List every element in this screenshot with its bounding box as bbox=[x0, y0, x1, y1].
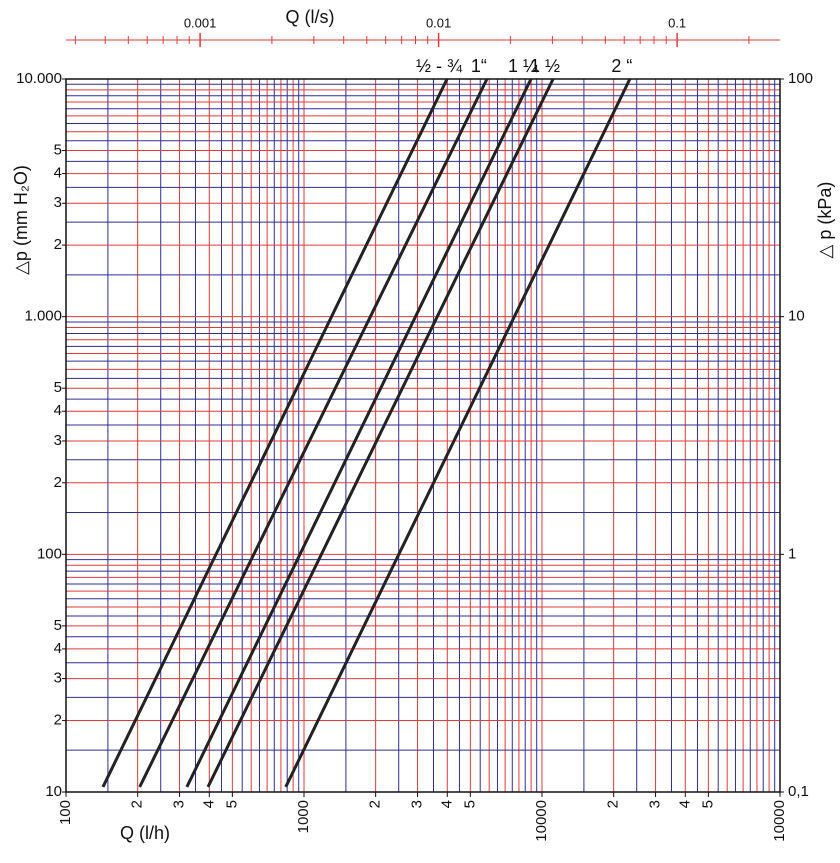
y-tick-label: 5 bbox=[54, 142, 62, 159]
y-tick-label: 2 bbox=[54, 711, 62, 728]
series-line bbox=[284, 78, 632, 788]
x-tick-label: 2 bbox=[367, 800, 384, 808]
y2-tick-label: 0,1 bbox=[788, 783, 809, 800]
x-tick-label: 1000 bbox=[295, 800, 312, 833]
series-line bbox=[101, 78, 449, 788]
x-tick-label: 5 bbox=[223, 800, 240, 808]
y-tick-label: 3 bbox=[54, 670, 62, 687]
y-tick-label: 10 bbox=[45, 783, 62, 800]
x2-tick-label: 0.001 bbox=[184, 15, 217, 30]
series-line bbox=[206, 78, 555, 788]
x-tick-label: 4 bbox=[200, 800, 217, 808]
x2-tick-label: 0.01 bbox=[426, 15, 451, 30]
y-tick-label: 4 bbox=[54, 165, 62, 182]
series-label: 1“ bbox=[471, 56, 487, 76]
x-tick-label: 2 bbox=[129, 800, 146, 808]
y-tick-label: 100 bbox=[37, 545, 62, 562]
x-tick-label: 5 bbox=[461, 800, 478, 808]
y-tick-label: 5 bbox=[54, 617, 62, 634]
y-tick-label: 2 bbox=[54, 474, 62, 491]
series-line bbox=[185, 78, 533, 788]
x2-tick-label: 0.1 bbox=[668, 15, 686, 30]
y2-tick-label: 10 bbox=[788, 308, 805, 325]
y-tick-label: 1.000 bbox=[24, 308, 62, 325]
x-tick-label: 3 bbox=[171, 800, 188, 808]
series-label: 1 ¼ bbox=[508, 56, 539, 76]
y-tick-label: 4 bbox=[54, 640, 62, 657]
y2-tick-label: 1 bbox=[788, 545, 796, 562]
x-tick-label: 2 bbox=[605, 800, 622, 808]
x-axis-title: Q (l/h) bbox=[120, 823, 170, 843]
y-tick-label: 2 bbox=[54, 236, 62, 253]
plot-border bbox=[65, 78, 781, 793]
y-tick-label: 3 bbox=[54, 432, 62, 449]
y-tick-label: 4 bbox=[54, 402, 62, 419]
x-tick-label: 3 bbox=[647, 800, 664, 808]
y2-axis-title: △ p (kPa) bbox=[815, 182, 835, 259]
y-axis-title: △p (mm H₂O) bbox=[11, 165, 31, 275]
y-tick-label: 10.000 bbox=[16, 70, 62, 87]
series-label: 1 ½ bbox=[530, 56, 560, 76]
x-tick-label: 3 bbox=[409, 800, 426, 808]
series-label: 2 “ bbox=[611, 56, 632, 76]
x-tick-label: 4 bbox=[676, 800, 693, 808]
x-tick-label: 4 bbox=[438, 800, 455, 808]
x-tick-label: 5 bbox=[699, 800, 716, 808]
series-label: ½ - ¾ bbox=[416, 56, 463, 76]
x-tick-label: 10000 bbox=[533, 800, 550, 842]
y-tick-label: 5 bbox=[54, 379, 62, 396]
series-line bbox=[138, 78, 489, 788]
y-tick-label: 3 bbox=[54, 194, 62, 211]
x-tick-label: 100 bbox=[57, 800, 74, 825]
x-tick-label: 10000 bbox=[771, 800, 788, 842]
y2-tick-label: 100 bbox=[788, 70, 813, 87]
x2-axis-title: Q (l/s) bbox=[286, 7, 335, 27]
